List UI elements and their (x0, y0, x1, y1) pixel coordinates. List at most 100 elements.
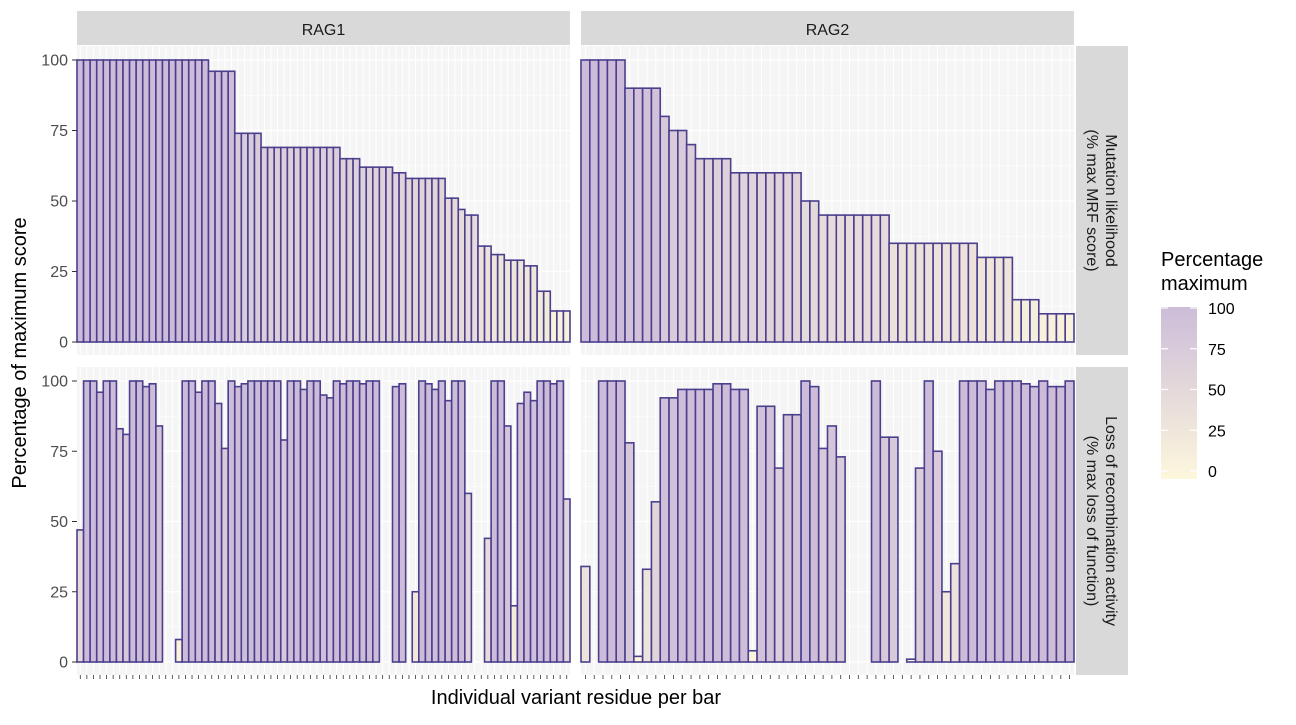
bar (240, 383, 249, 663)
y-tick-label: 75 (50, 444, 68, 461)
bar (391, 172, 400, 343)
bar (597, 59, 609, 343)
x-axis-label: Individual variant residue per bar (431, 687, 722, 709)
bar (668, 129, 679, 343)
bar (1011, 380, 1022, 663)
bar (782, 413, 794, 663)
bar (993, 256, 1005, 343)
bar (332, 380, 341, 663)
bar (496, 253, 506, 343)
bar (809, 385, 820, 663)
bar (712, 157, 723, 343)
bar (345, 157, 354, 343)
bar (227, 70, 236, 343)
bar (580, 565, 591, 663)
bar (371, 380, 381, 663)
panel-rag1-row-1 (76, 367, 571, 675)
bar (260, 380, 269, 663)
bar (174, 59, 183, 343)
bar (773, 172, 785, 343)
bar (312, 146, 322, 343)
legend-colorbar (1161, 307, 1197, 479)
bar (967, 380, 978, 663)
bar (597, 380, 609, 663)
bar (905, 242, 917, 343)
bar (835, 214, 846, 343)
bar (1064, 380, 1075, 663)
y-tick-label: 75 (50, 123, 68, 140)
bar (102, 59, 111, 343)
bar (729, 172, 741, 343)
bar (1020, 298, 1031, 343)
facet-column-label: RAG1 (302, 22, 346, 39)
bar (1055, 385, 1066, 663)
bar (817, 214, 829, 343)
bar (659, 115, 670, 343)
bar (187, 380, 197, 663)
bar (444, 197, 453, 343)
bar (747, 172, 758, 343)
bar (765, 405, 776, 663)
bar (861, 214, 873, 343)
y-axis-label: Percentage of maximum score (9, 217, 31, 488)
y-tick-label: 100 (41, 374, 68, 391)
bar (879, 436, 890, 663)
bar (95, 59, 105, 343)
legend-tick-label: 0 (1208, 464, 1217, 481)
bar (89, 380, 98, 663)
bar (677, 129, 688, 343)
bar (888, 242, 899, 343)
bar (756, 405, 767, 663)
bar (650, 87, 662, 343)
facet-strip-rag2 (581, 11, 1074, 45)
bar (299, 146, 308, 343)
bar (181, 59, 190, 343)
bar (932, 242, 943, 343)
bar (122, 433, 131, 663)
bar (1029, 385, 1040, 663)
bar (941, 590, 952, 663)
bar (319, 146, 328, 343)
bar (556, 380, 565, 663)
bar (365, 380, 374, 663)
facet-strip-row-1 (1076, 367, 1128, 675)
bar (633, 655, 644, 663)
bar (685, 143, 697, 343)
bar (633, 87, 644, 343)
bar (470, 214, 479, 343)
bar (418, 380, 427, 663)
bar (606, 59, 618, 343)
bar (345, 380, 354, 663)
bar (791, 413, 802, 663)
bar (835, 456, 846, 663)
bar (168, 59, 177, 343)
bar (431, 177, 440, 343)
bar (411, 590, 420, 663)
y-tick-label: 0 (59, 335, 68, 352)
bar (562, 498, 571, 663)
bar (1055, 312, 1066, 343)
bar (76, 529, 85, 663)
bar (941, 242, 952, 343)
bar (817, 447, 829, 663)
bar (240, 132, 249, 343)
bar (286, 146, 295, 343)
bar (914, 242, 926, 343)
bar (650, 501, 662, 663)
bar (542, 380, 552, 663)
bar (227, 380, 236, 663)
bar (536, 290, 545, 343)
bar (444, 399, 453, 663)
bar (685, 388, 697, 663)
bar (437, 380, 446, 663)
panel-rag2-row-0 (580, 46, 1075, 355)
bar (214, 70, 223, 343)
bar (286, 380, 295, 663)
bar (510, 604, 519, 663)
bar (496, 380, 506, 663)
y-tick-label: 50 (50, 194, 68, 211)
bar (738, 388, 750, 663)
bar (1046, 385, 1058, 663)
